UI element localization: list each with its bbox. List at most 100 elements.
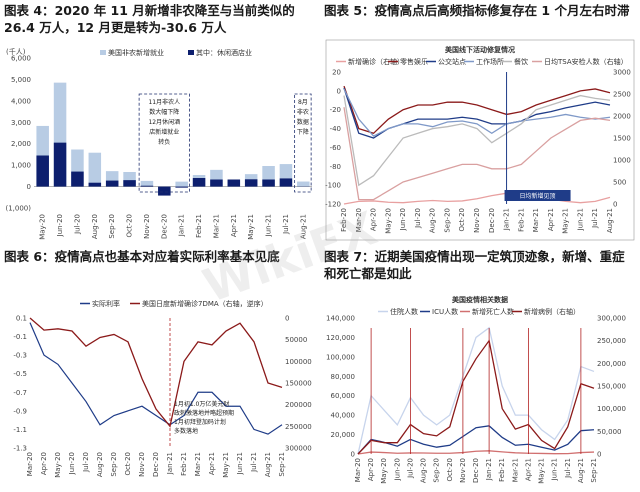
chart-6-title-text: 疫情高点也基本对应着实际利率基本见底 bbox=[54, 249, 280, 264]
bar-leisure bbox=[140, 185, 154, 187]
y-left-tick: -100 bbox=[325, 182, 341, 190]
x-tick-label: Apr-21 bbox=[547, 208, 555, 231]
legend-label: 零售娱乐 bbox=[400, 57, 428, 66]
bar-leisure bbox=[210, 179, 223, 187]
bar-leisure bbox=[36, 155, 49, 187]
chart-7-inner-title: 美国疫情相关数据 bbox=[452, 295, 508, 304]
chart-4-title: 图表 4：2020 年 11 月新增非农降至与当前类似的 26.4 万人，12 … bbox=[4, 2, 316, 36]
y-left-tick: -0.9 bbox=[13, 407, 27, 415]
y-right-tick: 300,000 bbox=[597, 315, 626, 323]
y-right-tick: 0 bbox=[285, 315, 289, 323]
x-tick-label: Apr-20 bbox=[40, 452, 48, 475]
series-line bbox=[357, 450, 595, 455]
annotation-line: 多数落地 bbox=[174, 427, 198, 435]
x-tick-label: Nov-20 bbox=[143, 214, 151, 239]
x-tick-label: Jun-20 bbox=[68, 452, 76, 475]
y-left-tick: -20 bbox=[330, 106, 341, 114]
y-right-tick: 100000 bbox=[285, 358, 312, 366]
chart-6-title: 图表 6：疫情高点也基本对应着实际利率基本见底 bbox=[4, 248, 316, 265]
x-tick-label: Feb-21 bbox=[195, 214, 203, 238]
legend-label: 住院人数 bbox=[390, 307, 418, 316]
bar-leisure bbox=[227, 179, 241, 187]
y-right-tick: 2500 bbox=[613, 91, 631, 99]
x-tick-label: Jan-21 bbox=[503, 208, 511, 231]
y-left-tick: 140,000 bbox=[326, 315, 355, 323]
y-left-tick: -1.3 bbox=[13, 445, 27, 453]
annotation-2-line: 数据 bbox=[297, 118, 309, 126]
y-left-tick: -0.1 bbox=[13, 333, 27, 341]
bar-leisure bbox=[192, 178, 206, 187]
bar-leisure bbox=[71, 171, 84, 187]
x-tick-label: Dec-20 bbox=[472, 458, 480, 483]
annotation-line: 政刺激落地并略超预期 bbox=[174, 409, 234, 417]
x-tick-label: Jan-21 bbox=[178, 214, 186, 237]
series-line bbox=[343, 88, 611, 137]
x-tick-label: Jun-21 bbox=[265, 214, 273, 237]
bar-leisure bbox=[105, 180, 119, 187]
x-tick-label: Mar-21 bbox=[212, 214, 220, 238]
x-tick-label: Aug-21 bbox=[577, 458, 585, 483]
y-tick-label: (1,000) bbox=[5, 205, 31, 213]
x-tick-label: Jul-20 bbox=[406, 458, 414, 479]
series-line-cases-inverted bbox=[29, 317, 283, 428]
bar-leisure bbox=[279, 178, 293, 187]
series-line bbox=[343, 94, 611, 187]
x-tick-label: Mar-21 bbox=[511, 458, 519, 482]
annotation-1-line: 店新增就业 bbox=[149, 128, 179, 136]
chart-4-title-prefix: 图表 4： bbox=[4, 3, 55, 18]
legend-label: 日均TSA安检人数（右轴） bbox=[544, 57, 628, 66]
chart-4-svg: (千人) 美国非农新增就业 其中：休闲酒店业 (1,000) 0 1,000 2,000 3,… bbox=[5, 47, 312, 240]
annotation-1-line: 转负 bbox=[158, 138, 170, 146]
y-right-tick: 3000 bbox=[613, 69, 631, 77]
chart-7-title-prefix: 图表 7： bbox=[324, 249, 375, 264]
panel-chart-5: 图表 5：疫情高点后高频指标修复存在 1 个月左右时滞 美国线下活动修复情况 新增… bbox=[320, 0, 640, 246]
x-tick-label: Jun-21 bbox=[576, 208, 584, 231]
y-right-tick: 200,000 bbox=[597, 360, 626, 368]
legend-label: 其中：休闲酒店业 bbox=[196, 48, 252, 57]
x-tick-label: Feb-20 bbox=[340, 208, 348, 232]
y-left-tick: -0.5 bbox=[13, 370, 27, 378]
y-right-tick: 0 bbox=[597, 451, 601, 459]
x-tick-label: Jun-21 bbox=[551, 458, 559, 481]
legend-label: 美国非农新增就业 bbox=[108, 48, 164, 57]
annotation-box-1 bbox=[138, 93, 190, 193]
y-left-tick: 60,000 bbox=[331, 392, 356, 400]
y-right-tick: 250,000 bbox=[597, 337, 626, 345]
bar-total bbox=[140, 180, 154, 187]
x-tick-label: Jan-21 bbox=[485, 458, 493, 481]
y-right-tick: 250000 bbox=[285, 423, 312, 431]
x-tick-label: Jul-20 bbox=[414, 208, 422, 229]
x-tick-label: Aug-20 bbox=[91, 214, 99, 239]
panel-chart-6: 图表 6：疫情高点也基本对应着实际利率基本见底 实际利率 美国日度新增确诊7DMA… bbox=[0, 246, 320, 492]
legend-label: 新增死亡人数 bbox=[472, 307, 514, 316]
legend-label: 实际利率 bbox=[92, 299, 120, 308]
series-line-real-rate bbox=[29, 322, 283, 435]
y-left-tick: 0 bbox=[351, 451, 355, 459]
x-tick-label: Dec-20 bbox=[152, 452, 160, 477]
y-left-tick: -1.1 bbox=[13, 426, 27, 434]
bar-total bbox=[88, 152, 102, 187]
y-tick-label: 4,000 bbox=[11, 97, 31, 105]
peak-marker-label: 日均新增见顶 bbox=[520, 192, 556, 200]
y-right-tick: 100,000 bbox=[597, 405, 626, 413]
series-line bbox=[343, 85, 611, 135]
y-tick-label: 3,000 bbox=[11, 119, 31, 127]
y-right-tick: 1500 bbox=[613, 135, 631, 143]
y-left-tick: 0 bbox=[337, 87, 341, 95]
chart-6-title-prefix: 图表 6： bbox=[4, 249, 55, 264]
y-right-tick: 2000 bbox=[613, 113, 631, 121]
x-tick-label: Dec-20 bbox=[488, 208, 496, 233]
panel-chart-7: 图表 7：近期美国疫情出现一定筑顶迹象，新增、重症和死亡都是如此 美国疫情相关数… bbox=[320, 246, 640, 492]
y-left-tick: 40,000 bbox=[331, 412, 356, 420]
legend-label: ICU人数 bbox=[432, 307, 458, 316]
x-tick-label: Sep-20 bbox=[110, 452, 118, 477]
series-line bbox=[357, 326, 595, 455]
y-tick-label: 6,000 bbox=[11, 55, 31, 63]
annotation-2-line: 8月 bbox=[298, 99, 308, 106]
y-left-tick: 20,000 bbox=[331, 431, 356, 439]
y-left-tick: 120,000 bbox=[326, 334, 355, 342]
legend-label: 工作场所 bbox=[476, 57, 504, 66]
x-tick-label: May-21 bbox=[222, 452, 230, 478]
y-left-tick: -80 bbox=[330, 163, 341, 171]
annotation-2-line: 非农 bbox=[297, 108, 309, 116]
